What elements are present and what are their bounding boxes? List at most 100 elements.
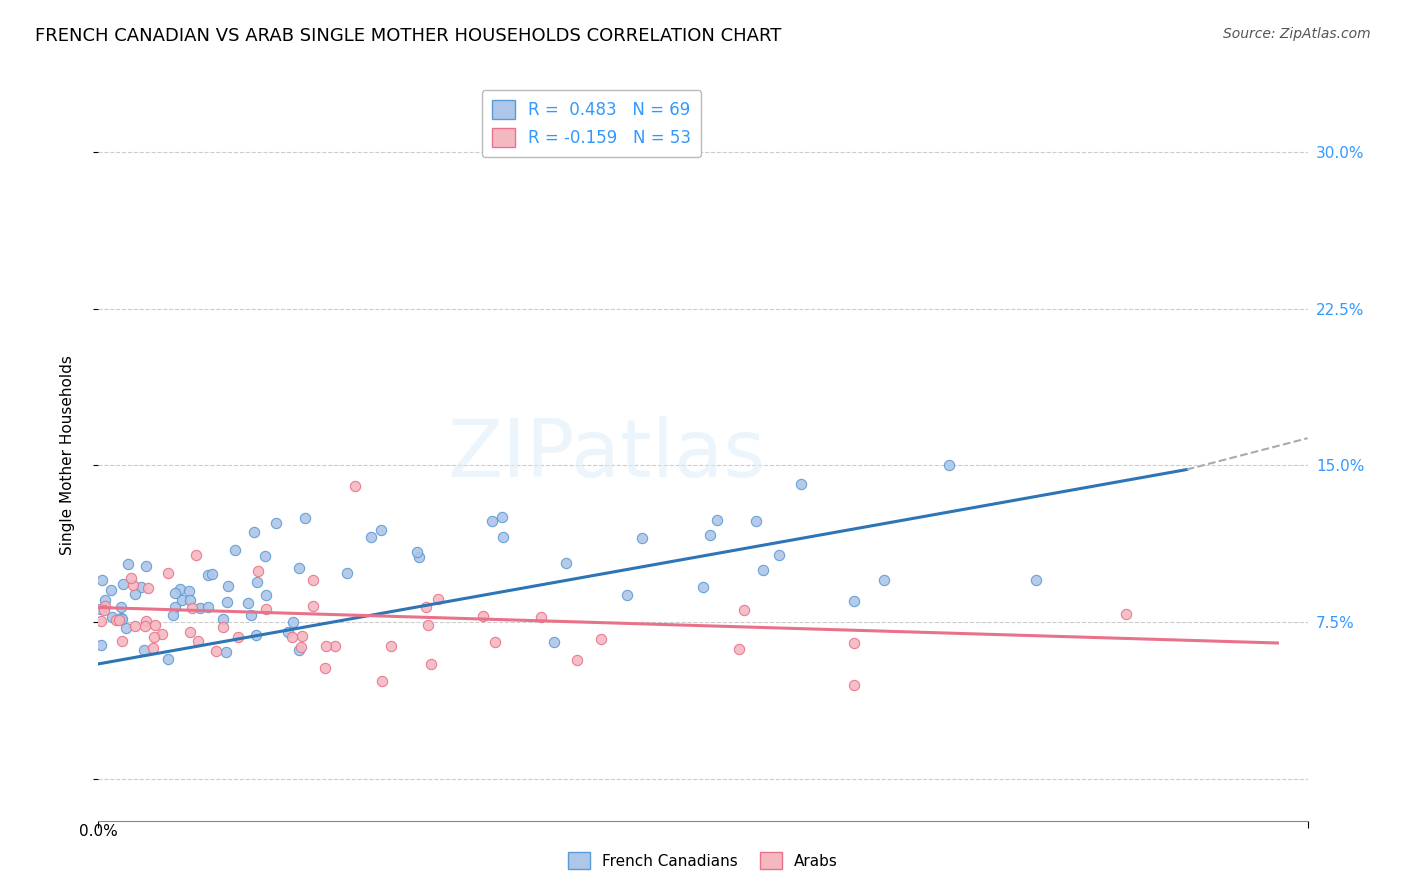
Point [288, 642, 311, 657]
Point [254, 588, 277, 602]
Point [142, 640, 165, 655]
Point [156, 566, 179, 581]
Point [111, 611, 134, 625]
Point [405, 544, 427, 558]
Point [294, 511, 316, 525]
Point [94, 599, 117, 614]
Point [134, 643, 156, 657]
Point [1115, 607, 1137, 621]
Point [873, 574, 896, 588]
Text: ZIPatlas: ZIPatlas [447, 416, 765, 494]
Point [187, 634, 209, 648]
Point [197, 600, 219, 615]
Point [789, 476, 811, 491]
Point [344, 479, 367, 493]
Point [179, 624, 201, 639]
Point [124, 618, 146, 632]
Point [211, 612, 233, 626]
Point [197, 568, 219, 582]
Point [226, 630, 249, 644]
Point [336, 566, 359, 580]
Point [415, 600, 437, 615]
Point [157, 652, 180, 666]
Point [162, 607, 184, 622]
Point [117, 557, 139, 571]
Point [135, 614, 157, 628]
Point [591, 632, 613, 647]
Point [420, 657, 443, 671]
Point [728, 642, 751, 657]
Point [744, 515, 766, 529]
Legend: R =  0.483   N = 69, R = -0.159   N = 53: R = 0.483 N = 69, R = -0.159 N = 53 [482, 90, 702, 157]
Point [215, 595, 238, 609]
Point [90, 638, 112, 652]
Point [288, 561, 311, 575]
Point [630, 531, 652, 545]
Point [752, 563, 775, 577]
Point [236, 596, 259, 610]
Point [90, 614, 112, 628]
Point [120, 571, 142, 585]
Point [491, 510, 513, 524]
Point [692, 580, 714, 594]
Point [290, 640, 312, 654]
Point [1024, 574, 1046, 588]
Point [530, 610, 553, 624]
Point [134, 619, 156, 633]
Point [426, 591, 449, 606]
Point [177, 583, 200, 598]
Point [264, 516, 287, 530]
Point [180, 601, 202, 615]
Point [301, 573, 323, 587]
Point [124, 587, 146, 601]
Point [143, 618, 166, 632]
Legend: French Canadians, Arabs: French Canadians, Arabs [562, 846, 844, 875]
Point [169, 582, 191, 597]
Point [110, 599, 132, 614]
Point [201, 566, 224, 581]
Point [188, 600, 211, 615]
Point [89, 602, 111, 616]
Point [135, 559, 157, 574]
Point [360, 531, 382, 545]
Point [253, 549, 276, 564]
Point [94, 593, 117, 607]
Point [245, 628, 267, 642]
Point [844, 678, 866, 692]
Point [205, 644, 228, 658]
Point [323, 640, 346, 654]
Point [93, 603, 115, 617]
Point [408, 549, 430, 564]
Point [567, 653, 589, 667]
Point [472, 608, 495, 623]
Point [254, 602, 277, 616]
Point [131, 580, 153, 594]
Point [481, 514, 503, 528]
Point [280, 630, 302, 644]
Point [315, 639, 337, 653]
Point [247, 565, 270, 579]
Point [699, 527, 721, 541]
Point [163, 586, 186, 600]
Point [115, 621, 138, 635]
Point [768, 548, 790, 562]
Point [844, 594, 866, 608]
Point [100, 583, 122, 598]
Point [240, 608, 263, 623]
Point [136, 581, 159, 595]
Point [418, 618, 440, 632]
Text: FRENCH CANADIAN VS ARAB SINGLE MOTHER HOUSEHOLDS CORRELATION CHART: FRENCH CANADIAN VS ARAB SINGLE MOTHER HO… [35, 27, 782, 45]
Point [706, 513, 728, 527]
Point [291, 629, 314, 643]
Point [491, 530, 513, 544]
Y-axis label: Single Mother Households: Single Mother Households [60, 355, 75, 555]
Point [143, 630, 166, 644]
Point [283, 615, 305, 630]
Point [186, 548, 208, 562]
Text: Source: ZipAtlas.com: Source: ZipAtlas.com [1223, 27, 1371, 41]
Point [122, 578, 145, 592]
Point [101, 610, 124, 624]
Point [163, 600, 186, 615]
Point [111, 577, 134, 591]
Point [543, 635, 565, 649]
